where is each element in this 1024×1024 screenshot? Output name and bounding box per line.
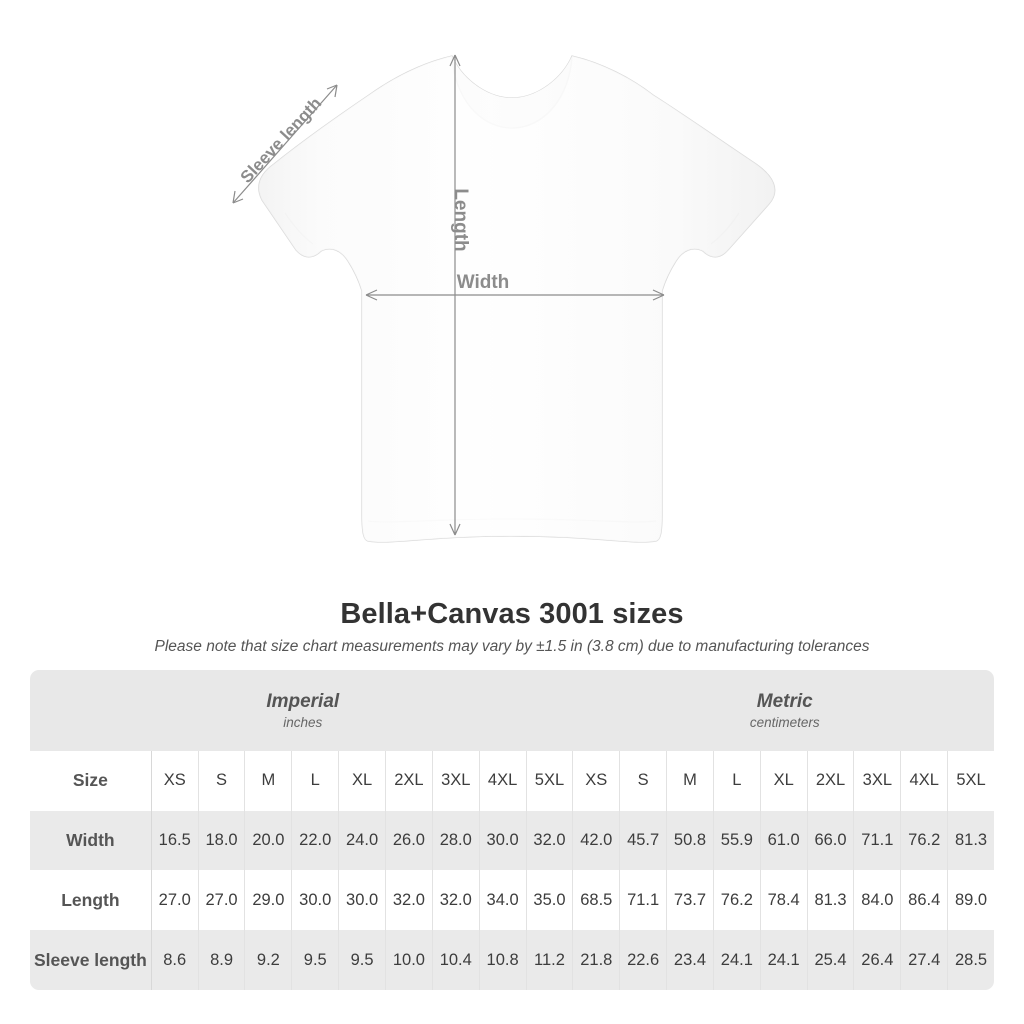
svg-text:Width: Width xyxy=(457,272,510,293)
svg-text:Length: Length xyxy=(450,188,471,251)
